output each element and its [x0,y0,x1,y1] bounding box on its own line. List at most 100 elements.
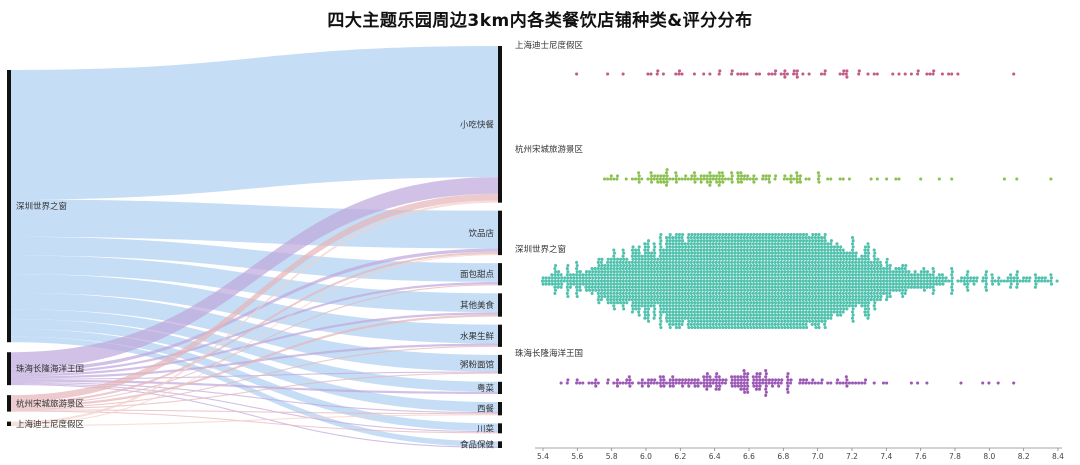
swarm-point [823,257,827,261]
swarm-point [624,177,628,181]
swarm-point [851,301,855,305]
swarm-point [687,288,691,292]
swarm-point [683,254,687,258]
swarm-point [947,72,951,76]
swarm-point [633,298,638,302]
swarm-point [715,245,719,249]
swarm-point [764,294,768,299]
swarm-point [705,325,709,330]
swarm-point [674,313,678,317]
swarm-point [782,267,786,271]
swarm-point [996,381,1000,385]
swarm-point [730,248,734,252]
swarm-point [835,254,839,258]
swarm-point [805,307,809,311]
swarm-point [823,325,827,330]
swarm-point [795,245,799,249]
swarm-point [730,307,734,311]
swarm-point [727,245,731,249]
swarm-point [829,245,833,249]
swarm-point [646,276,651,280]
swarm-point [743,251,747,255]
swarm-point [662,294,666,299]
swarm-point [606,270,610,274]
swarm-point [736,375,740,379]
swarm-point [783,232,787,237]
swarm-point [671,288,675,292]
swarm-point [699,248,703,252]
swarm-point [715,372,719,376]
swarm-point [603,294,607,299]
swarm-point [764,387,768,391]
swarm-point [733,301,737,305]
swarm-point [788,273,793,277]
swarm-point [770,307,775,311]
swarm-point [649,285,653,289]
swarm-point [909,273,913,277]
swarm-point [609,276,613,280]
swarm-point [671,298,675,302]
swarm-point [761,236,765,240]
swarm-point [903,72,907,76]
swarm-point [671,251,675,255]
swarm-point [708,301,713,305]
swarm-point [600,282,604,286]
swarm-point [730,251,734,255]
swarm-point [754,375,758,379]
swarm-point [912,273,917,277]
swarm-point [659,270,663,274]
swarm-point [705,375,709,379]
swarm-point [664,316,669,320]
swarm-point [658,236,662,240]
swarm-point [637,245,641,249]
swarm-point [649,267,653,271]
swarm-point [714,381,718,385]
swarm-point [600,263,604,268]
swarm-point [702,273,706,277]
swarm-point [664,177,669,181]
swarm-point [730,273,734,277]
swarm-point [764,174,768,178]
swarm-point [674,378,678,382]
swarm-point [681,307,685,311]
swarm-point [664,260,669,264]
swarm-point [801,282,806,286]
swarm-point [705,384,709,388]
swarm-point [708,291,712,295]
swarm-point [829,267,833,271]
swarm-point [826,298,830,302]
swarm-point [826,260,830,264]
swarm-point [658,285,662,289]
swarm-point [826,254,830,258]
swarm-point [816,310,820,314]
swarm-point [646,378,651,382]
swarm-point [621,304,625,308]
swarm-point [903,291,907,295]
swarm-point [637,254,641,258]
swarm-point [814,319,818,323]
swarm-point [838,248,842,252]
swarm-point [894,270,899,274]
swarm-point [597,294,601,299]
swarm-point [739,316,743,320]
swarm-point [755,384,759,388]
swarm-point [829,248,833,252]
swarm-point [872,267,876,271]
swarm-point [702,301,706,305]
sankey-target-node [498,46,502,203]
swarm-point [696,325,700,330]
swarm-point [882,276,886,280]
swarm-point [674,294,678,299]
swarm-point [652,177,656,181]
swarm-point [656,301,660,305]
swarm-point [661,381,665,385]
swarm-point [677,294,682,299]
swarm-point [805,378,809,382]
swarm-point [798,254,802,258]
swarm-point [739,239,744,243]
swarm-point [959,381,963,385]
swarm-point [770,260,774,264]
swarm-point [721,180,725,184]
swarm-point [789,257,793,261]
swarm-point [680,322,684,326]
